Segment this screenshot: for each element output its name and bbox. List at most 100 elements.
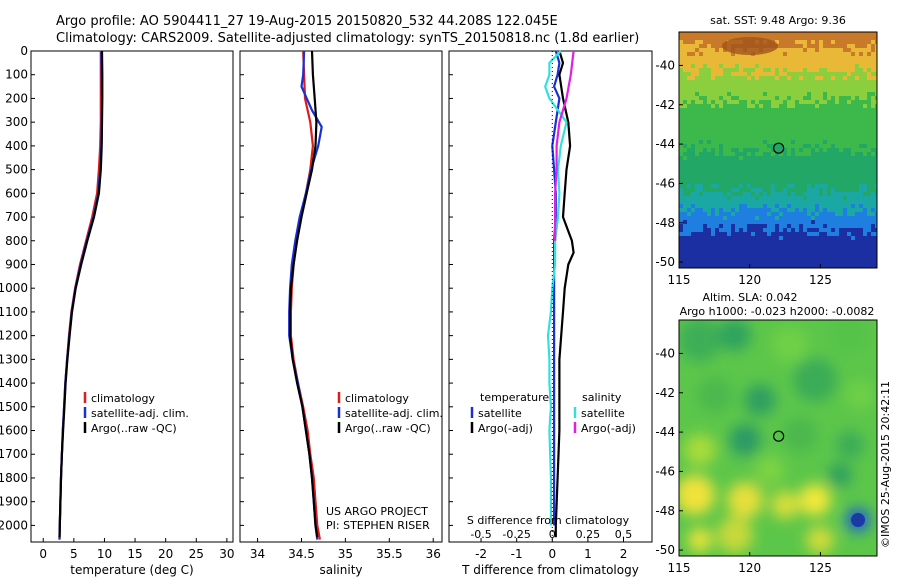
- sst-cell: [723, 204, 727, 208]
- sst-cell: [727, 140, 731, 144]
- sst-cell: [707, 64, 711, 68]
- sst-cell: [863, 256, 867, 260]
- sst-cell: [707, 72, 711, 76]
- sst-cell: [839, 108, 843, 112]
- sst-cell: [715, 264, 719, 268]
- sst-cell: [707, 124, 711, 128]
- sst-cell: [779, 128, 783, 132]
- sst-cell: [699, 192, 703, 196]
- sst-cell: [827, 228, 831, 232]
- sst-cell: [871, 40, 875, 44]
- sst-cell: [851, 100, 855, 104]
- sst-cell: [871, 56, 875, 60]
- sst-cell: [711, 56, 715, 60]
- sst-cell: [787, 132, 791, 136]
- sst-cell: [683, 164, 687, 168]
- sst-cell: [763, 256, 767, 260]
- sst-cell: [855, 180, 859, 184]
- sst-cell: [811, 188, 815, 192]
- sst-cell: [723, 140, 727, 144]
- sst-cell: [867, 216, 871, 220]
- sst-cell: [703, 172, 707, 176]
- sst-cell: [867, 64, 871, 68]
- sst-cell: [695, 252, 699, 256]
- sst-cell: [691, 40, 695, 44]
- sst-cell: [831, 144, 835, 148]
- sst-cell: [783, 200, 787, 204]
- sst-cell: [699, 140, 703, 144]
- sst-cell: [827, 120, 831, 124]
- sst-cell: [699, 168, 703, 172]
- sst-cell: [739, 60, 743, 64]
- sst-cell: [707, 244, 711, 248]
- sst-cell: [735, 104, 739, 108]
- sst-cell: [823, 228, 827, 232]
- sst-cell: [747, 32, 751, 36]
- sst-cell: [759, 140, 763, 144]
- sst-cell: [819, 156, 823, 160]
- sst-cell: [867, 136, 871, 140]
- sst-cell: [703, 220, 707, 224]
- sst-cell: [811, 100, 815, 104]
- sst-cell: [783, 236, 787, 240]
- sst-cell: [851, 220, 855, 224]
- sst-cell: [787, 208, 791, 212]
- sst-cell: [695, 72, 699, 76]
- sst-cell: [775, 216, 779, 220]
- sst-cell: [795, 64, 799, 68]
- sst-cell: [851, 60, 855, 64]
- sst-cell: [703, 84, 707, 88]
- sst-cell: [759, 248, 763, 252]
- sst-cell: [771, 180, 775, 184]
- sst-cell: [843, 140, 847, 144]
- sst-cell: [739, 92, 743, 96]
- sst-warm-core: [722, 37, 778, 55]
- sst-cell: [859, 56, 863, 60]
- sst-cell: [827, 68, 831, 72]
- sst-cell: [735, 56, 739, 60]
- y-tick-label: 1700: [0, 447, 28, 461]
- sst-cell: [823, 176, 827, 180]
- sst-cell: [799, 216, 803, 220]
- sst-cell: [763, 120, 767, 124]
- sst-cell: [859, 60, 863, 64]
- sst-cell: [859, 124, 863, 128]
- sst-cell: [711, 236, 715, 240]
- sst-cell: [691, 48, 695, 52]
- sst-cell: [835, 220, 839, 224]
- sst-cell: [839, 228, 843, 232]
- sst-cell: [867, 252, 871, 256]
- sst-cell: [711, 228, 715, 232]
- sst-cell: [775, 96, 779, 100]
- sst-cell: [851, 156, 855, 160]
- sst-cell: [707, 92, 711, 96]
- sst-cell: [871, 204, 875, 208]
- sst-cell: [691, 112, 695, 116]
- sst-cell: [847, 148, 851, 152]
- sst-cell: [835, 100, 839, 104]
- sst-cell: [691, 240, 695, 244]
- sst-cell: [823, 160, 827, 164]
- sst-cell: [799, 128, 803, 132]
- sst-cell: [743, 252, 747, 256]
- sst-cell: [803, 112, 807, 116]
- sst-cell: [799, 100, 803, 104]
- sst-cell: [791, 100, 795, 104]
- sst-cell: [851, 84, 855, 88]
- sst-cell: [803, 220, 807, 224]
- sst-cell: [795, 84, 799, 88]
- sst-cell: [695, 180, 699, 184]
- sst-cell: [731, 36, 735, 40]
- sst-cell: [835, 32, 839, 36]
- sst-cell: [687, 228, 691, 232]
- sst-cell: [847, 76, 851, 80]
- sst-cell: [787, 112, 791, 116]
- sst-cell: [791, 160, 795, 164]
- sst-cell: [771, 76, 775, 80]
- sst-cell: [679, 124, 683, 128]
- sst-cell: [719, 264, 723, 268]
- sst-cell: [695, 40, 699, 44]
- sst-cell: [679, 152, 683, 156]
- sst-cell: [755, 148, 759, 152]
- sst-cell: [851, 256, 855, 260]
